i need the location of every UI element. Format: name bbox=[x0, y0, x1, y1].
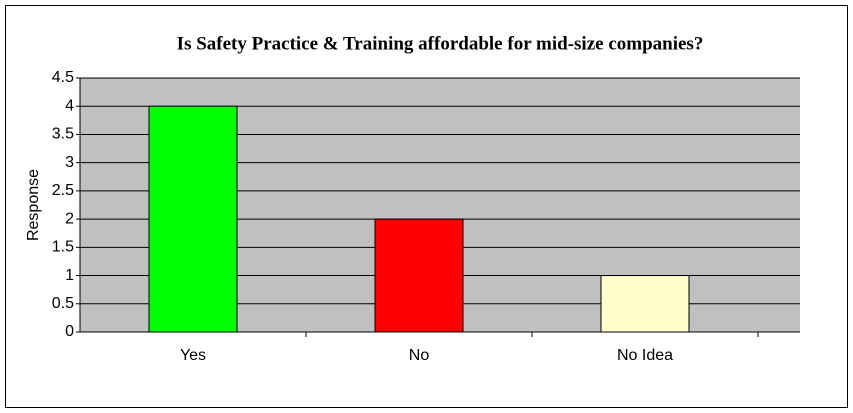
y-tick-label: 4.5 bbox=[52, 69, 74, 86]
bar bbox=[374, 218, 464, 333]
x-tick-label: Yes bbox=[180, 347, 206, 364]
y-tick-label: 2.5 bbox=[52, 182, 74, 199]
y-tick-label: 2 bbox=[65, 210, 74, 227]
y-tick-label: 0 bbox=[65, 323, 74, 340]
x-tick-label: No bbox=[409, 347, 430, 364]
y-tick-label: 3.5 bbox=[52, 126, 74, 143]
x-tick-label: No Idea bbox=[617, 347, 673, 364]
y-tick-label: 1.5 bbox=[52, 239, 74, 256]
y-tick-label: 1 bbox=[65, 267, 74, 284]
y-tick-label: 0.5 bbox=[52, 295, 74, 312]
bar bbox=[148, 105, 238, 333]
y-tick-label: 3 bbox=[65, 154, 74, 171]
chart-title: Is Safety Practice & Training affordable… bbox=[177, 33, 704, 54]
y-tick-label: 4 bbox=[65, 97, 74, 114]
bar bbox=[600, 275, 690, 333]
y-axis-label: Response bbox=[25, 169, 42, 241]
